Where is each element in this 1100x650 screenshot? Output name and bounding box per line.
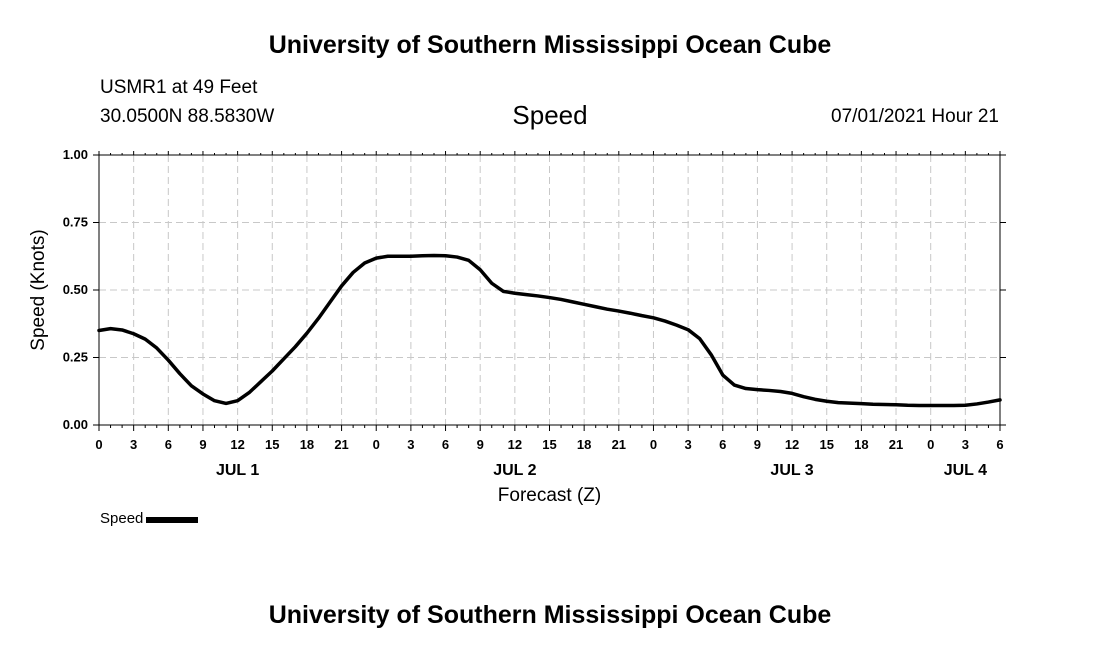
x-axis-title: Forecast (Z): [498, 485, 601, 506]
variable-title: Speed: [512, 100, 588, 130]
x-tick-label: 12: [508, 437, 522, 452]
legend: Speed: [100, 510, 199, 527]
coordinates-label: 30.0500N 88.5830W: [100, 106, 275, 127]
x-tick-label: 3: [684, 437, 691, 452]
date-label: JUL 1: [216, 462, 259, 479]
x-tick-label: 12: [785, 437, 799, 452]
x-tick-label: 0: [650, 437, 657, 452]
y-tick-label: 0.25: [63, 350, 88, 365]
date-label: JUL 2: [493, 462, 536, 479]
x-tick-label: 6: [719, 437, 726, 452]
footer-title: University of Southern Mississippi Ocean…: [268, 601, 832, 629]
x-tick-label: 9: [199, 437, 206, 452]
y-tick-label: 0.75: [63, 215, 88, 230]
plot-frame: [98, 154, 1001, 426]
page-title: University of Southern Mississippi Ocean…: [268, 31, 832, 59]
speed-series-line: [97, 253, 1002, 408]
x-tick-label: 15: [265, 437, 279, 452]
x-tick-label: 18: [577, 437, 591, 452]
x-tick-label: 0: [95, 437, 102, 452]
x-tick-label: 3: [407, 437, 414, 452]
station-label: USMR1 at 49 Feet: [100, 77, 258, 98]
x-tick-label: 18: [854, 437, 868, 452]
date-label: JUL 4: [944, 462, 987, 479]
x-tick-label: 9: [477, 437, 484, 452]
legend-line-swatch: [146, 517, 199, 523]
x-tick-label: 12: [230, 437, 244, 452]
x-tick-label: 21: [889, 437, 903, 452]
x-tick-label: 3: [130, 437, 137, 452]
x-tick-label: 6: [165, 437, 172, 452]
date-label: JUL 3: [770, 462, 813, 479]
datetime-label: 07/01/2021 Hour 21: [831, 106, 999, 127]
x-tick-label: 0: [927, 437, 934, 452]
x-tick-label: 6: [996, 437, 1003, 452]
x-tick-label: 9: [754, 437, 761, 452]
y-tick-label: 1.00: [63, 147, 88, 162]
x-tick-label: 21: [612, 437, 626, 452]
x-tick-label: 0: [373, 437, 380, 452]
x-tick-label: 18: [300, 437, 314, 452]
y-tick-label: 0.50: [63, 282, 88, 297]
x-tick-label: 15: [819, 437, 833, 452]
y-axis-title: Speed (Knots): [28, 229, 49, 350]
legend-label: Speed: [100, 510, 144, 527]
x-tick-label: 3: [962, 437, 969, 452]
x-tick-label: 15: [542, 437, 556, 452]
x-tick-label: 6: [442, 437, 449, 452]
y-tick-label: 0.00: [63, 417, 88, 432]
x-tick-label: 21: [334, 437, 348, 452]
